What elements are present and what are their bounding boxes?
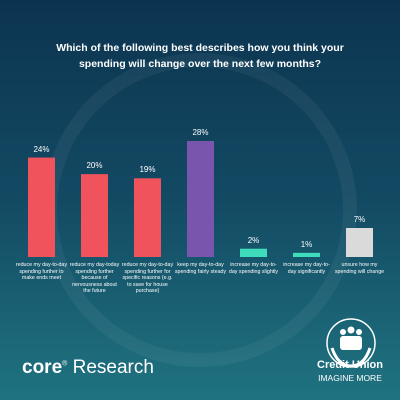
logo-tagline: IMAGINE MORE	[318, 373, 382, 383]
logo-icon	[326, 318, 376, 368]
x-tick-label: reduce my day-today spending further bec…	[69, 262, 120, 295]
bar	[240, 248, 267, 257]
x-tick-label: unsure how my spending will change	[334, 262, 385, 275]
value-label: 20%	[86, 161, 103, 171]
bar	[293, 252, 320, 257]
x-tick-label: reduce my day-to-day spending further to…	[15, 262, 68, 282]
bar	[28, 157, 55, 257]
value-label: 28%	[192, 128, 209, 137]
brand-suffix: Research	[72, 357, 154, 378]
value-label: 19%	[139, 165, 156, 175]
bar	[134, 178, 161, 257]
x-tick-label: reduce my day-to-day spending further fo…	[121, 262, 174, 295]
brand: core® Research	[22, 357, 154, 379]
x-tick-label: keep my day-to-day spending fairly stead…	[174, 262, 227, 275]
value-label: 2%	[247, 235, 260, 245]
value-label: 24%	[33, 144, 50, 154]
logo-name: Credit Union	[317, 359, 383, 371]
bar	[187, 141, 214, 257]
value-label: 1%	[300, 239, 313, 249]
chart-title: Which of the following best describes ho…	[56, 42, 344, 70]
registered-mark: ®	[62, 360, 68, 368]
value-label: 7%	[353, 215, 366, 224]
x-tick-label: increase my day-to-day significantly	[283, 262, 330, 275]
x-tick-label: increase my day-to-day spending slightly	[228, 262, 279, 275]
bar	[81, 174, 108, 257]
logo: Credit Union IMAGINE MORE	[305, 315, 395, 383]
bar	[346, 228, 373, 257]
brand-name: core	[22, 357, 63, 378]
